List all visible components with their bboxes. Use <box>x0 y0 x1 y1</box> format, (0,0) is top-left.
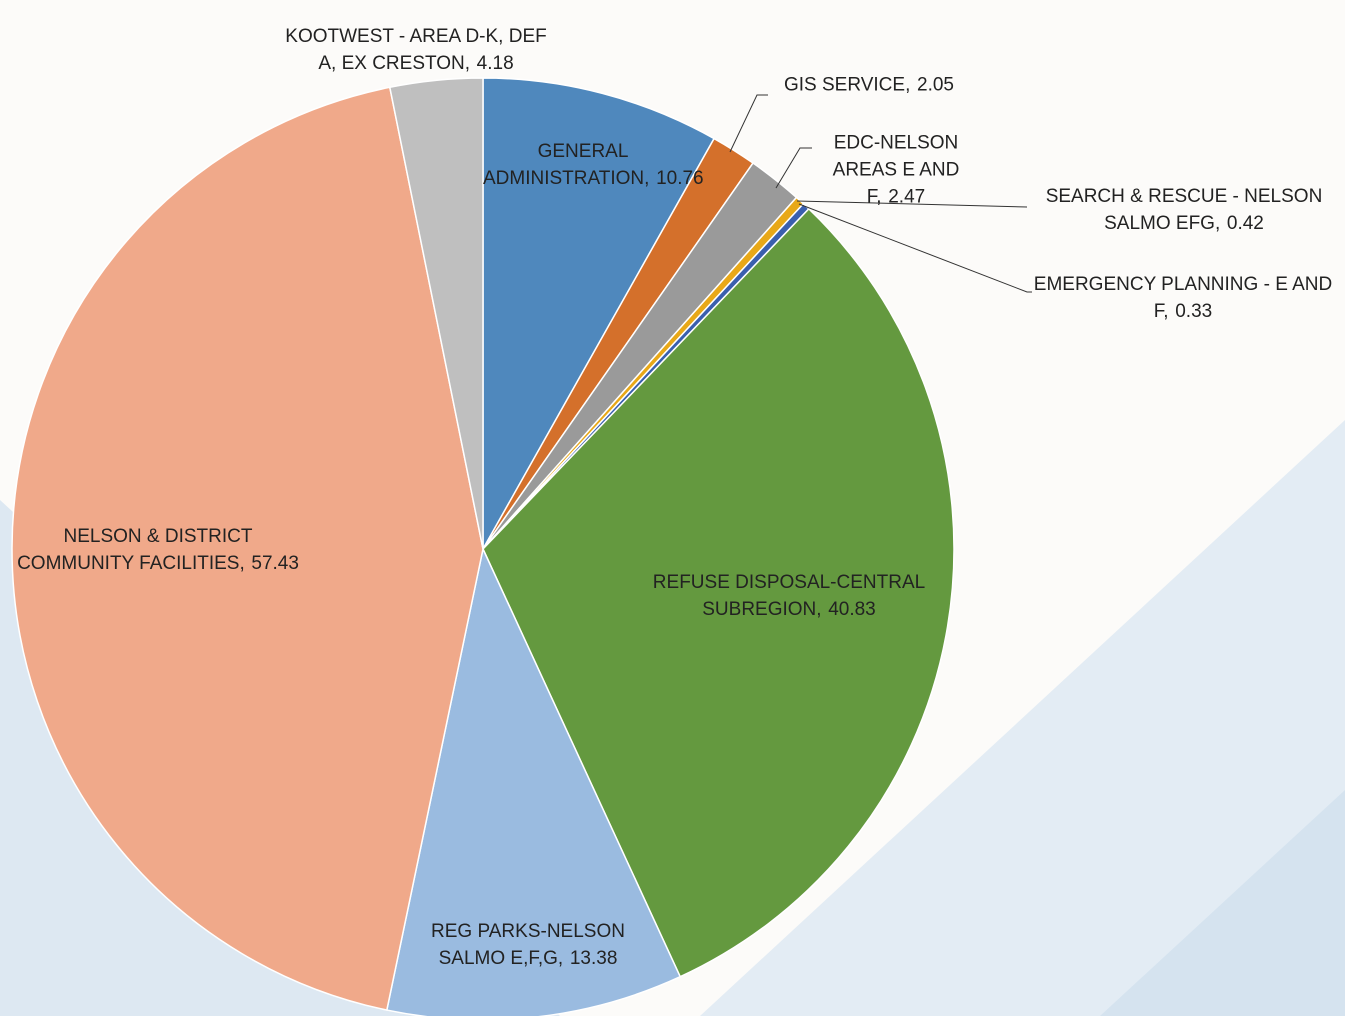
label-value: 0.33 <box>1175 301 1213 322</box>
data-label: EMERGENCY PLANNING - E AND F, 0.33 <box>1028 271 1338 325</box>
label-value: 2.05 <box>917 74 954 96</box>
data-label: KOOTWEST - AREA D-K, DEF A, EX CRESTON, 4… <box>276 23 556 77</box>
label-category: EDC-NELSON AREAS E AND F, <box>832 132 960 208</box>
label-category: GIS SERVICE, <box>784 74 911 96</box>
leader-line <box>775 147 812 189</box>
data-label: REG PARKS-NELSON SALMO E,F,G, 13.38 <box>403 918 653 972</box>
leader-line <box>729 94 768 153</box>
pie-slice <box>388 77 484 550</box>
label-category: REG PARKS-NELSON SALMO E,F,G, <box>431 921 625 969</box>
leader-lines <box>729 94 1032 293</box>
data-label: GENERAL ADMINISTRATION, 10.76 <box>483 138 704 192</box>
label-category: KOOTWEST - AREA D-K, DEF A, EX CRESTON, <box>285 26 547 74</box>
data-label: NELSON & DISTRICT COMMUNITY FACILITIES, 5… <box>13 523 303 577</box>
label-value: 0.42 <box>1226 213 1264 234</box>
leader-line <box>798 203 1032 293</box>
label-category: EMERGENCY PLANNING - E AND F, <box>1033 274 1333 322</box>
pie-slice <box>482 207 955 978</box>
pie-slice <box>482 77 716 552</box>
data-label: REFUSE DISPOSAL-CENTRAL SUBREGION, 40.83 <box>629 569 949 623</box>
label-value: 40.83 <box>828 599 876 620</box>
pie <box>11 77 955 1016</box>
label-category: NELSON & DISTRICT COMMUNITY FACILITIES, <box>17 526 253 574</box>
data-label: SEARCH & RESCUE - NELSON SALMO EFG, 0.42 <box>1024 183 1344 237</box>
bg-shape <box>700 420 1345 1016</box>
label-category: GENERAL ADMINISTRATION, <box>483 141 650 189</box>
bg-shape <box>1100 790 1345 1016</box>
label-value: 13.38 <box>569 948 618 969</box>
leader-line <box>796 200 1028 208</box>
label-value: 10.76 <box>656 168 704 189</box>
data-label: EDC-NELSON AREAS E AND F, 2.47 <box>801 130 991 211</box>
label-value: 2.47 <box>888 186 926 208</box>
label-category: SEARCH & RESCUE - NELSON SALMO EFG, <box>1045 186 1323 234</box>
label-value: 57.43 <box>251 553 299 574</box>
label-category: REFUSE DISPOSAL-CENTRAL SUBREGION, <box>652 572 926 620</box>
pie-slice <box>11 86 484 1011</box>
label-value: 4.18 <box>476 53 514 74</box>
data-label: GIS SERVICE, 2.05 <box>749 72 989 99</box>
pie-slice <box>385 546 682 1016</box>
